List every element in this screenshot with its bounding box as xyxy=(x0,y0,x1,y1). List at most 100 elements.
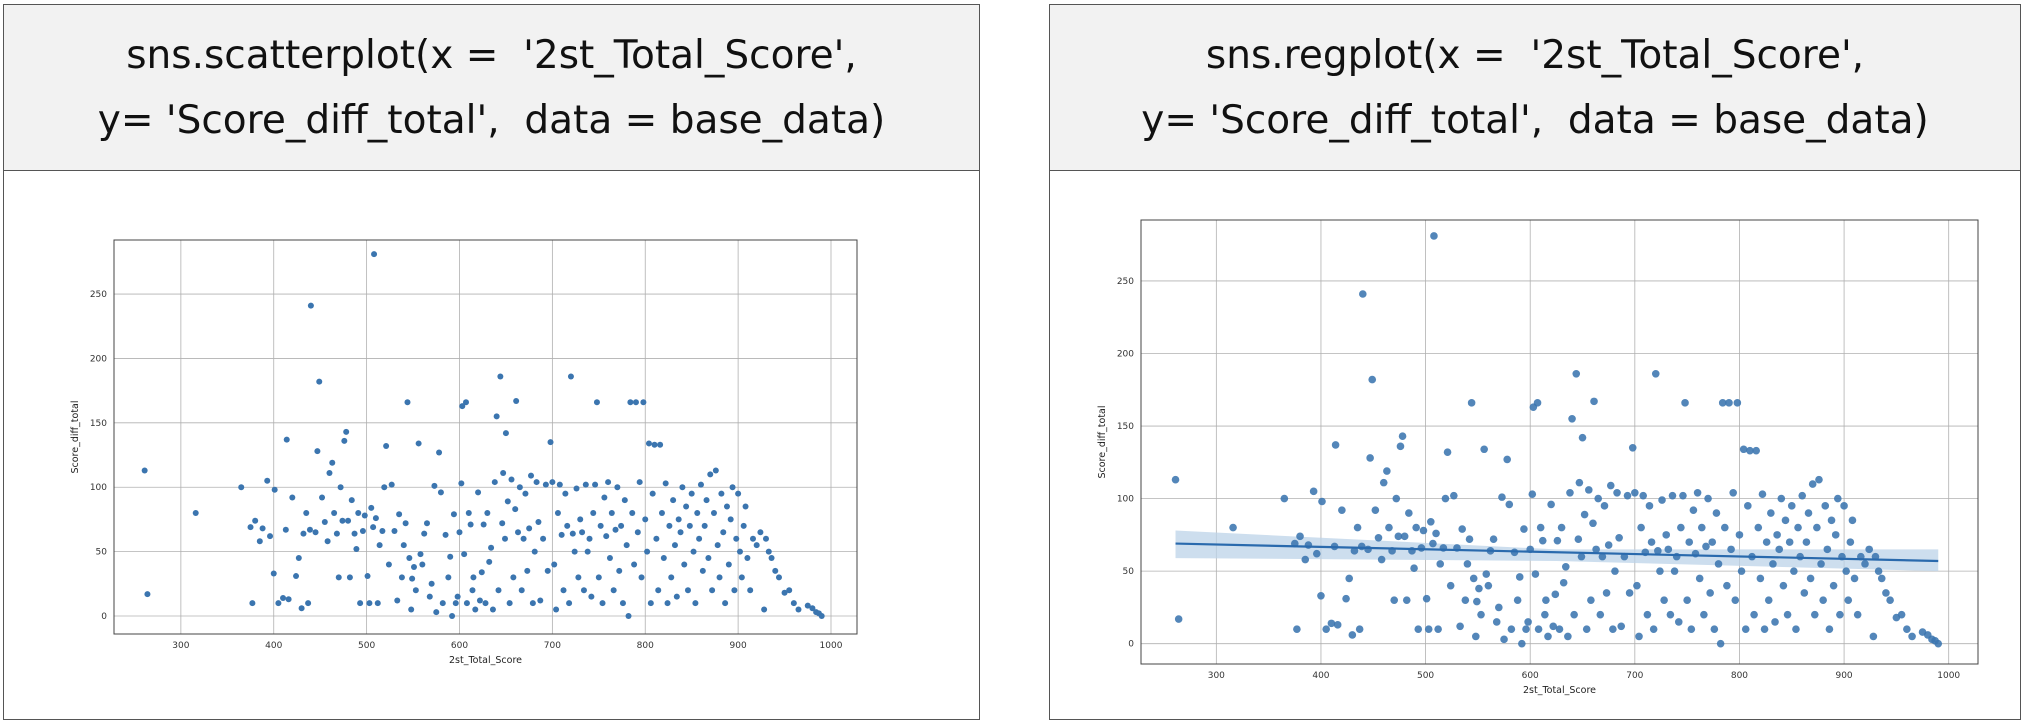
data-point xyxy=(1390,596,1398,604)
data-point xyxy=(442,531,449,538)
data-point xyxy=(1414,625,1423,633)
data-point xyxy=(1544,632,1552,641)
data-point xyxy=(472,606,479,613)
data-point xyxy=(592,481,599,488)
data-point xyxy=(423,520,430,527)
data-point xyxy=(605,479,612,486)
data-point xyxy=(1714,560,1723,568)
data-point xyxy=(1817,560,1825,568)
data-point xyxy=(1802,538,1811,546)
plot-frame xyxy=(113,239,858,635)
data-point xyxy=(335,574,342,581)
data-point xyxy=(402,520,409,527)
data-point xyxy=(1374,533,1383,542)
regression-line xyxy=(1175,542,1939,563)
data-point xyxy=(567,373,574,380)
data-point xyxy=(575,574,582,581)
data-point xyxy=(625,612,632,619)
data-point xyxy=(469,587,476,594)
data-point xyxy=(593,399,600,406)
data-point xyxy=(564,522,571,529)
data-point xyxy=(1886,596,1894,604)
data-point xyxy=(1309,487,1318,496)
data-point xyxy=(489,606,496,613)
data-point xyxy=(772,567,779,574)
data-point xyxy=(462,399,469,406)
data-point xyxy=(1877,574,1886,583)
x-tick-label: 900 xyxy=(1835,671,1852,681)
data-point xyxy=(475,489,482,496)
y-tick-label: 50 xyxy=(1123,567,1135,577)
data-point xyxy=(547,439,554,446)
data-point xyxy=(1392,494,1401,503)
data-point xyxy=(1364,545,1372,554)
data-point xyxy=(1345,574,1354,583)
data-point xyxy=(1775,545,1784,554)
data-point xyxy=(275,600,282,607)
data-point xyxy=(608,509,615,516)
data-point xyxy=(736,548,743,555)
data-point xyxy=(256,538,263,545)
data-point xyxy=(1429,539,1437,548)
data-point xyxy=(531,548,538,555)
data-point xyxy=(298,605,305,612)
data-point xyxy=(506,600,513,607)
data-point xyxy=(283,436,290,443)
data-point xyxy=(699,567,706,574)
data-point xyxy=(433,609,440,616)
data-point xyxy=(1317,592,1325,600)
confidence-band xyxy=(1175,530,1939,572)
data-point xyxy=(1405,509,1413,517)
y-tick-label: 0 xyxy=(101,612,107,622)
data-point xyxy=(1777,494,1786,503)
data-point xyxy=(321,518,328,525)
data-point xyxy=(1813,523,1821,532)
data-point xyxy=(1575,478,1584,487)
data-point xyxy=(809,605,816,612)
data-point xyxy=(1574,535,1583,544)
data-point xyxy=(1564,632,1572,641)
data-point xyxy=(372,515,379,522)
data-point xyxy=(566,600,573,607)
data-point xyxy=(1760,625,1769,633)
data-point xyxy=(1312,549,1321,558)
data-point xyxy=(1796,552,1804,561)
x-tick-label: 500 xyxy=(358,641,375,651)
data-point xyxy=(526,525,533,532)
data-point xyxy=(376,542,383,549)
y-tick-label: 150 xyxy=(90,419,107,429)
data-point xyxy=(569,530,576,537)
data-point xyxy=(1467,399,1476,407)
data-point xyxy=(1806,574,1815,583)
data-point xyxy=(1557,523,1566,532)
data-point xyxy=(270,570,277,577)
data-point xyxy=(1700,610,1708,619)
scatterplot-code-caption: sns.scatterplot(x = '2st_Total_Score', y… xyxy=(4,5,979,171)
data-point xyxy=(735,490,742,497)
data-point xyxy=(619,600,626,607)
data-point xyxy=(690,548,697,555)
y-tick-label: 250 xyxy=(1117,277,1134,287)
data-point xyxy=(1762,538,1771,546)
data-point xyxy=(192,509,199,516)
data-point xyxy=(1461,596,1470,604)
data-point xyxy=(642,516,649,523)
data-point xyxy=(520,535,527,542)
data-point xyxy=(553,606,560,613)
data-point xyxy=(480,521,487,528)
data-point xyxy=(1531,570,1540,578)
data-point xyxy=(458,480,465,487)
data-point xyxy=(238,484,245,491)
data-point xyxy=(1602,589,1611,597)
data-point xyxy=(1865,545,1873,554)
data-point xyxy=(1465,535,1474,544)
data-point xyxy=(388,481,395,488)
data-point xyxy=(394,597,401,604)
data-point xyxy=(383,443,390,450)
data-point xyxy=(1475,584,1483,593)
data-point xyxy=(675,516,682,523)
x-tick-label: 600 xyxy=(1522,671,1539,681)
data-point xyxy=(364,573,371,580)
data-point xyxy=(1472,632,1480,641)
data-point xyxy=(1643,610,1652,619)
